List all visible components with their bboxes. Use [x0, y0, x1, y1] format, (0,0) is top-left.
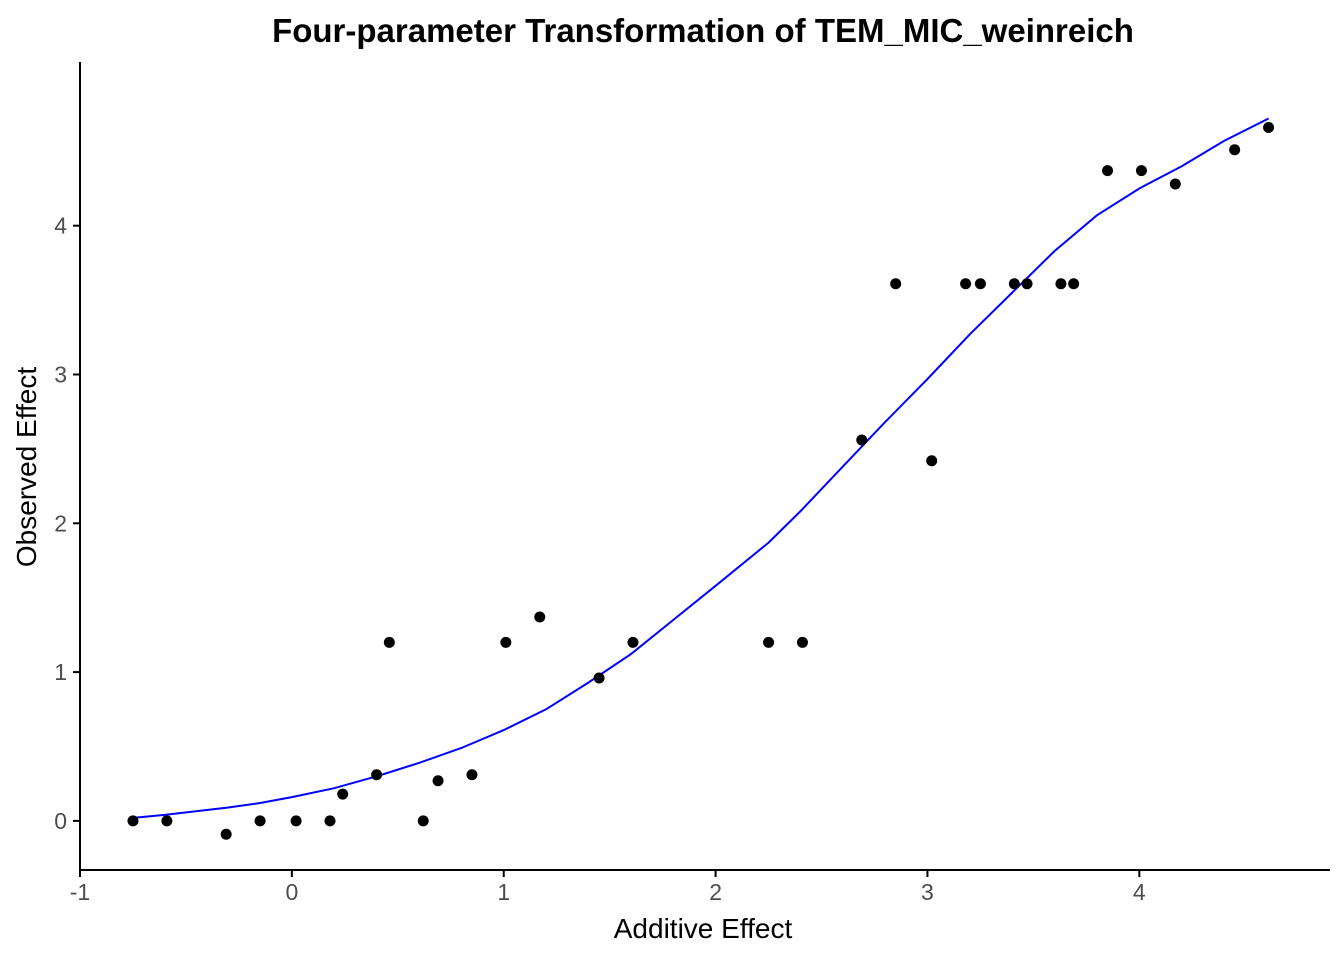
- data-point: [324, 815, 336, 827]
- x-tick-label: 3: [921, 879, 934, 905]
- data-point: [593, 672, 605, 684]
- x-tick-label: 2: [709, 879, 722, 905]
- data-point: [1169, 178, 1181, 190]
- data-point: [890, 278, 902, 290]
- data-point: [337, 788, 349, 800]
- data-point: [254, 815, 266, 827]
- data-point: [796, 636, 808, 648]
- data-point: [417, 815, 429, 827]
- x-tick-label: 0: [285, 879, 298, 905]
- plot-area: -1 0 1 2 3 4 0 1 2 3 4: [54, 62, 1330, 905]
- y-tick-label: 0: [54, 808, 67, 834]
- data-point: [220, 828, 232, 840]
- y-tick-label: 3: [54, 361, 67, 387]
- data-point: [1229, 144, 1241, 156]
- data-point: [1021, 278, 1033, 290]
- x-tick-label: -1: [70, 879, 90, 905]
- data-point: [1263, 121, 1275, 133]
- chart-title: Four-parameter Transformation of TEM_MIC…: [272, 12, 1134, 49]
- data-point: [926, 455, 938, 467]
- data-point: [534, 611, 546, 623]
- y-tick-label: 1: [54, 659, 67, 685]
- data-point: [627, 636, 639, 648]
- data-point: [1055, 278, 1067, 290]
- data-point: [974, 278, 986, 290]
- x-axis-label: Additive Effect: [614, 913, 793, 944]
- x-tick-label: 1: [497, 879, 510, 905]
- fit-line: [132, 117, 1270, 819]
- y-tick-label: 2: [54, 510, 67, 536]
- data-point: [856, 434, 868, 446]
- data-point: [432, 775, 444, 787]
- data-point: [1008, 278, 1020, 290]
- data-point: [371, 769, 383, 781]
- data-point: [763, 636, 775, 648]
- data-point: [1135, 165, 1147, 177]
- data-point: [1102, 165, 1114, 177]
- data-point: [127, 815, 139, 827]
- y-axis-label: Observed Effect: [11, 367, 42, 567]
- y-tick-label: 4: [54, 213, 67, 239]
- data-point: [161, 815, 173, 827]
- x-tick-label: 4: [1133, 879, 1146, 905]
- data-point: [1068, 278, 1080, 290]
- data-point: [290, 815, 302, 827]
- data-point: [960, 278, 972, 290]
- data-point: [383, 636, 395, 648]
- data-point: [500, 636, 512, 648]
- data-point: [466, 769, 478, 781]
